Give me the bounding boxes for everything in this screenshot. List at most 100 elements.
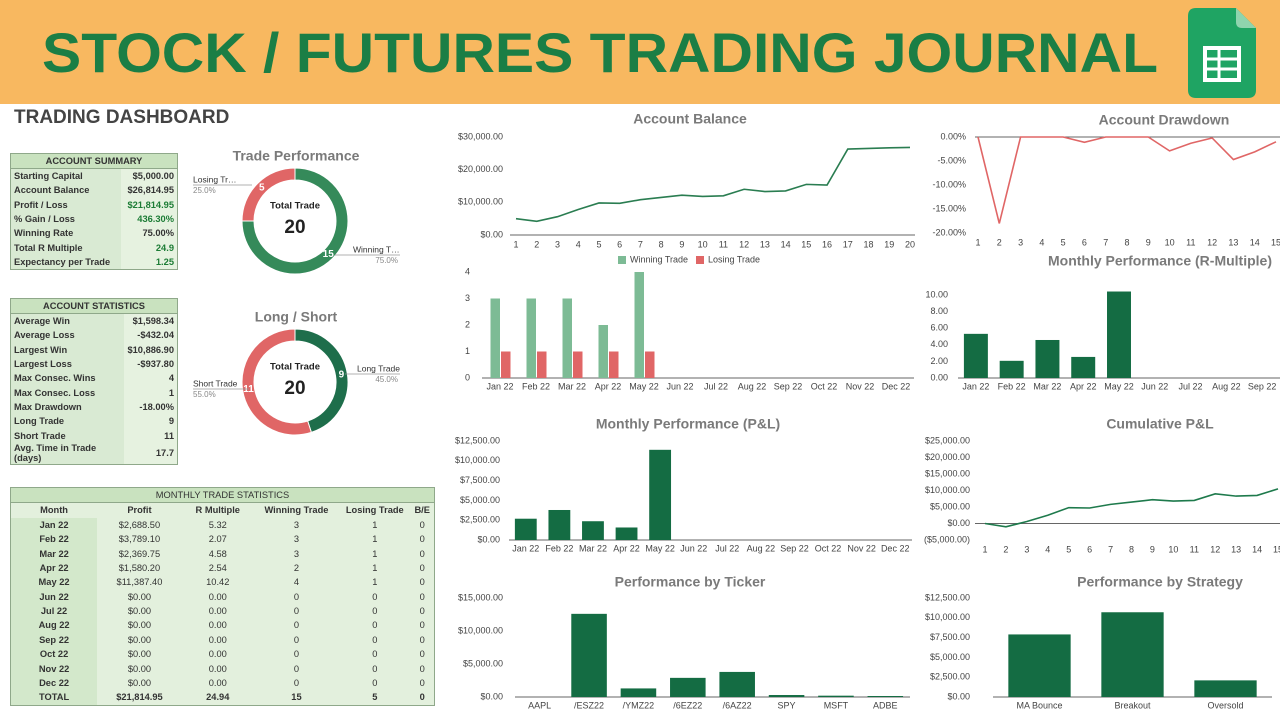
y-tick-label: 4 <box>465 266 470 276</box>
x-tick-label: 13 <box>1228 237 1238 247</box>
monthly-table: MONTHLY TRADE STATISTICS Month Profit R Mul… <box>10 487 435 706</box>
table-cell: 2.07 <box>208 534 227 545</box>
x-tick-label: 9 <box>1146 237 1151 247</box>
table-cell: $11,387.40 <box>116 577 163 588</box>
x-tick-label: 9 <box>1150 544 1155 554</box>
y-tick-label: 10.00 <box>925 289 948 299</box>
table-cell: 4.58 <box>208 548 227 559</box>
row-label: Starting Capital <box>14 171 83 182</box>
x-tick-label: Aug 22 <box>738 381 767 391</box>
y-tick-label: $0.00 <box>480 229 503 239</box>
table-row: Short Trade 11 <box>11 428 178 443</box>
row-value: -$432.04 <box>124 328 178 343</box>
x-tick-label: Oct 22 <box>815 543 842 553</box>
bar <box>999 360 1024 378</box>
y-tick-label: 2.00 <box>930 356 948 366</box>
table-cell: $0.00 <box>127 634 152 645</box>
table-cell: 0 <box>419 620 425 631</box>
y-tick-label: $7,500.00 <box>930 632 970 642</box>
column-header: Losing Trade <box>345 505 404 516</box>
table-cell: 15 <box>291 692 302 703</box>
y-tick-label: $0.00 <box>477 534 500 544</box>
table-row: Sep 22 $0.00 0.00 0 0 0 <box>10 632 435 648</box>
x-tick-label: /6EZ22 <box>673 700 702 710</box>
y-tick-label: $0.00 <box>947 691 970 701</box>
slice-label: 11 <box>243 384 254 395</box>
bar <box>768 695 805 697</box>
row-label: Average Loss <box>14 330 75 341</box>
table-cell: 0.00 <box>208 649 227 660</box>
bar <box>573 351 583 378</box>
bar <box>818 695 854 697</box>
table-cell: 0 <box>293 649 300 660</box>
title-row: ACCOUNT STATISTICS <box>10 298 178 315</box>
y-tick-label: $25,000.00 <box>925 435 970 445</box>
dashboard-title: TRADING DASHBOARD <box>14 107 229 128</box>
slice-name: Winning T… <box>353 244 400 254</box>
x-tick-label: 5 <box>596 239 601 249</box>
y-tick-label: $0.00 <box>480 691 503 701</box>
y-tick-label: -15.00% <box>932 203 966 213</box>
x-tick-label: 8 <box>1124 237 1129 247</box>
table-row: Aug 22 $0.00 0.00 0 0 0 <box>10 618 435 633</box>
chart-title: Performance by Strategy <box>1077 574 1243 590</box>
y-tick-label: $5,000.00 <box>460 495 500 505</box>
table-cell: 4 <box>293 577 300 588</box>
page-title: STOCK / FUTURES TRADING JOURNAL <box>42 21 1158 84</box>
y-tick-label: -10.00% <box>932 179 966 189</box>
chart-title: Account Drawdown <box>1099 112 1230 128</box>
table-cell: 0.00 <box>208 620 227 631</box>
table-row: Avg. Time in Trade (days) 17.7 <box>11 442 178 465</box>
center-value: 20 <box>284 378 305 399</box>
x-tick-label: 11 <box>719 239 728 249</box>
x-tick-label: 17 <box>843 239 853 249</box>
x-tick-label: Jul 22 <box>715 543 739 553</box>
x-tick-label: 4 <box>1045 544 1050 554</box>
table-cell: $3,789.10 <box>118 534 161 545</box>
x-tick-label: 10 <box>698 239 708 249</box>
table-row: Winning Rate 75.00% <box>11 226 178 241</box>
x-tick-label: 6 <box>617 239 622 249</box>
table-cell: 0 <box>293 678 300 689</box>
y-tick-label: 8.00 <box>930 306 948 316</box>
table-row: Account Balance $26,814.95 <box>11 183 178 198</box>
table-row: May 22 $11,387.40 10.42 4 1 0 <box>10 575 435 590</box>
table-row: Jan 22 $2,688.50 5.32 3 1 0 <box>10 517 435 533</box>
table-cell: 10.42 <box>206 577 230 588</box>
x-tick-label: Jan 22 <box>962 381 989 391</box>
x-tick-label: 7 <box>1108 544 1113 554</box>
table-cell: 5.32 <box>208 519 227 530</box>
donut-slice <box>241 328 313 436</box>
row-label: Total R Multiple <box>14 242 83 253</box>
x-tick-label: 10 <box>1168 544 1178 554</box>
x-tick-label: 8 <box>659 239 664 249</box>
x-tick-label: 19 <box>884 239 894 249</box>
bar <box>1107 291 1131 378</box>
bar <box>501 351 511 378</box>
y-tick-label: 1 <box>465 346 470 356</box>
row-value: 9 <box>124 414 178 429</box>
table-cell: 1 <box>372 577 378 588</box>
row-value: 75.00% <box>120 226 178 241</box>
table-cell: 0 <box>419 606 425 617</box>
y-tick-label: $10,000.00 <box>455 455 500 465</box>
bar <box>609 351 619 378</box>
bar <box>1035 339 1060 378</box>
table-cell: May 22 <box>10 575 98 590</box>
row-value: $1,598.34 <box>124 313 178 329</box>
x-tick-label: 3 <box>1024 544 1029 554</box>
table-cell: 0 <box>419 634 425 645</box>
table-cell: $21,814.95 <box>116 692 163 703</box>
x-tick-label: May 22 <box>1104 381 1134 391</box>
y-tick-label: $12,500.00 <box>925 592 970 602</box>
table-cell: 0 <box>293 606 300 617</box>
table-row: Expectancy per Trade 1.25 <box>11 255 178 270</box>
x-tick-label: Mar 22 <box>579 543 607 553</box>
x-tick-label: 1 <box>982 544 987 554</box>
table-cell: 24.94 <box>206 692 230 703</box>
column-header: Winning Trade <box>264 505 329 516</box>
row-value: 17.7 <box>124 442 178 465</box>
table-cell: 0 <box>372 663 378 674</box>
x-tick-label: Feb 22 <box>998 381 1026 391</box>
x-tick-label: Aug 22 <box>747 543 776 553</box>
